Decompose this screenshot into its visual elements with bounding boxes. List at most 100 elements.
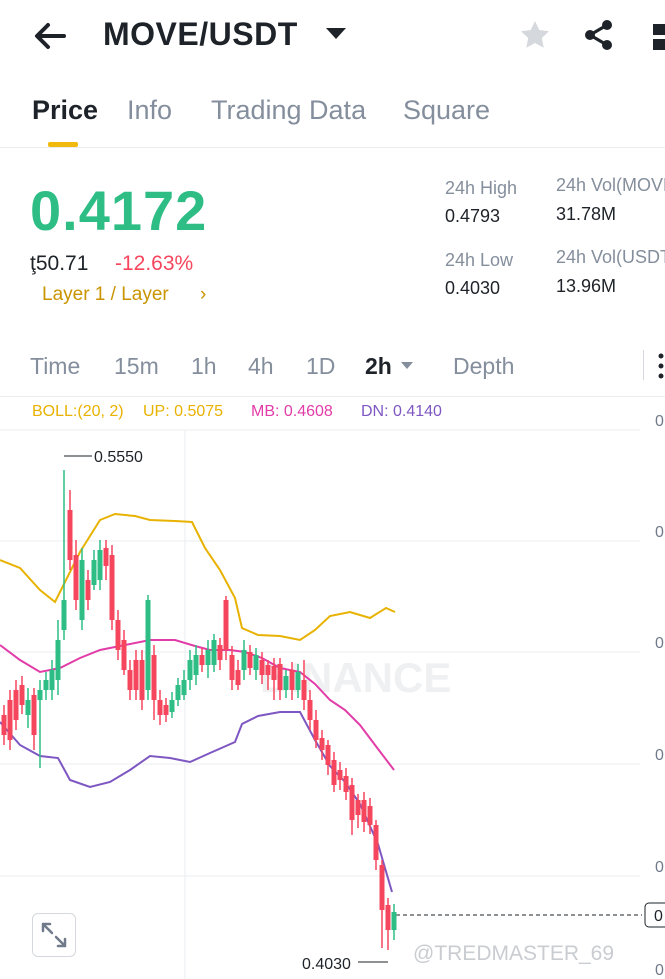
- candle-body: [361, 800, 367, 822]
- expand-icon: [41, 922, 67, 948]
- vol-usdt-label: 24h Vol(USDT): [556, 247, 665, 267]
- candle-body: [217, 645, 223, 660]
- price-change-percent: -12.63%: [115, 252, 194, 275]
- candle-body: [109, 555, 115, 620]
- candle-body: [19, 685, 25, 705]
- candle-body: [121, 640, 127, 670]
- fullscreen-button[interactable]: [32, 913, 76, 957]
- candle-body: [211, 640, 217, 665]
- tab-info[interactable]: Info: [127, 95, 173, 125]
- favorite-star-icon[interactable]: [518, 18, 552, 52]
- candle-body: [271, 666, 277, 680]
- candle-body: [301, 680, 307, 700]
- candle-body: [181, 680, 187, 695]
- candle-body: [277, 664, 283, 690]
- candle-body: [379, 865, 385, 910]
- candle-body: [103, 548, 109, 566]
- candle-body: [373, 825, 379, 860]
- candle-body: [151, 655, 157, 700]
- tab-square[interactable]: Square: [403, 95, 491, 125]
- candle-body: [367, 806, 373, 825]
- tab-trading-data[interactable]: Trading Data: [211, 95, 367, 125]
- candle-body: [31, 695, 37, 735]
- candlestick-chart[interactable]: BINANCE 0 0 0 0 0 0 0 0.5550 0.4030: [0, 400, 665, 979]
- header-divider: [0, 147, 665, 148]
- price-axis-label: 0: [655, 859, 664, 876]
- current-price-label: 0: [654, 908, 663, 925]
- toolbar-separator: [643, 350, 644, 380]
- tab-price[interactable]: Price: [32, 95, 99, 125]
- candle-body: [175, 685, 181, 700]
- candle-body: [43, 680, 49, 690]
- share-icon[interactable]: [582, 18, 616, 52]
- high-value: 0.4793: [445, 206, 501, 226]
- candle-body: [325, 745, 331, 765]
- back-arrow-icon[interactable]: [30, 18, 70, 54]
- price-axis-label: 0: [655, 413, 664, 430]
- boll-dn-value: DN: 0.4140: [361, 403, 442, 420]
- candle-body: [157, 700, 163, 715]
- interval-2h[interactable]: 2h: [365, 353, 392, 379]
- low-marker-label: 0.4030: [302, 956, 351, 973]
- interval-1h[interactable]: 1h: [191, 353, 217, 379]
- high-label: 24h High: [445, 178, 518, 198]
- toolbar-divider: [0, 396, 665, 397]
- interval-15m[interactable]: 15m: [114, 353, 159, 379]
- candle-body: [163, 705, 169, 715]
- price-axis-label: 0: [655, 524, 664, 541]
- price-axis-label: 0: [655, 962, 664, 979]
- candle-body: [259, 660, 265, 675]
- candle-body: [193, 655, 199, 675]
- interval-depth[interactable]: Depth: [453, 353, 515, 379]
- last-price: 0.4172: [30, 179, 208, 242]
- candle-body: [79, 560, 85, 620]
- candle-body: [265, 665, 271, 675]
- candle-body: [337, 770, 343, 780]
- candle-body: [25, 700, 31, 715]
- candle-body: [97, 550, 103, 580]
- candle-body: [343, 776, 349, 792]
- candle-body: [13, 690, 19, 720]
- candle-body: [235, 670, 241, 685]
- boll-up-value: UP: 0.5075: [143, 403, 224, 420]
- candle-body: [319, 738, 325, 750]
- candle-body: [283, 676, 289, 690]
- candle-body: [145, 600, 151, 690]
- price-axis-label: 0: [655, 747, 664, 764]
- boll-lower-band: [0, 711, 393, 893]
- interval-1d[interactable]: 1D: [306, 353, 336, 379]
- candle-body: [127, 670, 133, 690]
- candle-body: [313, 720, 319, 740]
- category-tags-link[interactable]: Layer 1 / Layer: [42, 284, 169, 305]
- chart-settings-icon[interactable]: [655, 352, 665, 380]
- candle-body: [229, 655, 235, 680]
- pair-dropdown-icon[interactable]: [326, 28, 346, 39]
- vol-usdt-value: 13.96M: [556, 276, 617, 296]
- candle-body: [223, 600, 229, 650]
- candle-body: [115, 620, 121, 650]
- fiat-price: ţ50.71: [30, 252, 89, 275]
- interval-dropdown-icon[interactable]: [401, 362, 413, 369]
- boll-upper-band: [0, 512, 396, 642]
- current-price-tag: [644, 902, 665, 928]
- chevron-right-icon[interactable]: ›: [200, 284, 207, 305]
- interval-4h[interactable]: 4h: [248, 353, 274, 379]
- candle-body: [7, 700, 13, 740]
- more-menu-icon[interactable]: [652, 22, 665, 52]
- low-label: 24h Low: [445, 250, 514, 270]
- pair-title[interactable]: MOVE/USDT: [103, 16, 298, 52]
- candle-body: [55, 640, 61, 680]
- candle-body: [1, 715, 7, 735]
- candle-body: [349, 785, 355, 820]
- candle-body: [331, 760, 337, 785]
- active-tab-indicator: [48, 142, 78, 147]
- candle-body: [355, 800, 361, 815]
- user-watermark: @TREDMASTER_69: [413, 942, 615, 965]
- candle-body: [289, 670, 295, 690]
- interval-time[interactable]: Time: [30, 353, 81, 379]
- candle-body: [37, 690, 43, 700]
- candle-body: [139, 660, 145, 700]
- candle-body: [307, 700, 313, 720]
- vol-move-label: 24h Vol(MOVE): [556, 175, 665, 195]
- candle-body: [67, 510, 73, 560]
